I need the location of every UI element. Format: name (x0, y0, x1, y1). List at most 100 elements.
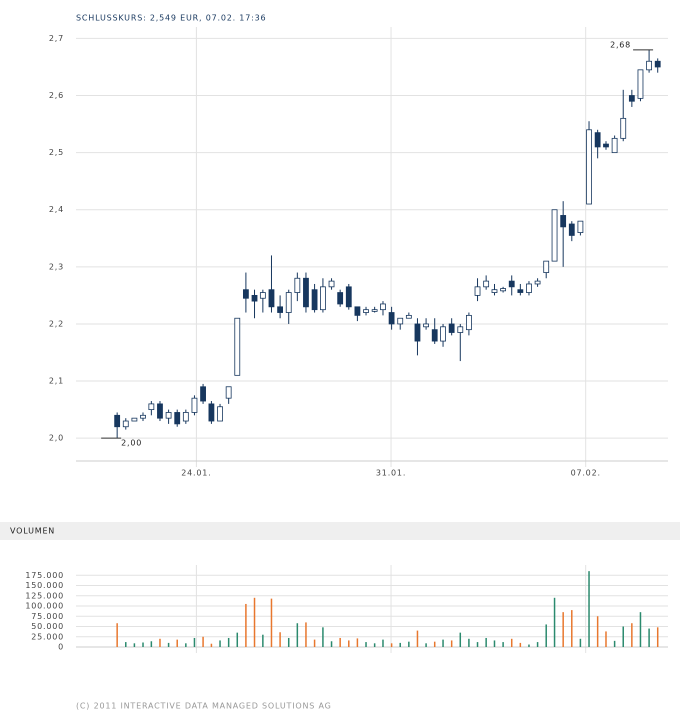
volume-bar (622, 626, 624, 647)
candle-body (594, 132, 601, 148)
candle-body (431, 329, 438, 342)
volume-bar (425, 643, 427, 647)
candle-body (157, 403, 163, 419)
candle-body (165, 412, 172, 419)
volume-bar (287, 637, 290, 647)
volume-bar (399, 642, 401, 647)
volume-bar (553, 597, 556, 647)
volume-bar (305, 622, 307, 647)
candle-body (491, 289, 498, 293)
volume-bar (648, 628, 650, 647)
volume-bar (571, 610, 573, 647)
y-tick-label: 0 (58, 643, 64, 652)
volume-bar (519, 642, 522, 647)
candle-body (259, 292, 266, 299)
volume-bar (588, 571, 590, 647)
candle-body (508, 280, 515, 288)
candle-body (242, 289, 249, 299)
candle-body (603, 143, 609, 148)
volume-title: VOLUMEN (10, 527, 55, 536)
volume-bar (125, 642, 127, 647)
candle-body (354, 306, 361, 316)
candle-body (526, 283, 532, 293)
volume-bar (185, 643, 187, 647)
candle-body (268, 289, 275, 308)
volume-bar (459, 632, 462, 647)
candle-body (345, 286, 352, 308)
volume-bar (227, 637, 230, 647)
volume-bar (639, 612, 642, 647)
candle-body (560, 215, 567, 228)
candle-body (646, 60, 652, 71)
volume-bar (330, 641, 333, 647)
volume-bar (416, 630, 419, 647)
candle-body (405, 314, 412, 319)
candle-body (654, 60, 661, 68)
candle-body (586, 129, 592, 205)
volume-bar (450, 640, 453, 647)
y-tick-label: 2,0 (49, 434, 64, 443)
y-tick-label: 2,1 (49, 377, 64, 386)
candle-body (448, 323, 455, 333)
candle-body (303, 277, 309, 308)
y-tick-label: 2,7 (49, 34, 64, 43)
volume-bar (510, 638, 513, 647)
candle-body (191, 397, 198, 413)
candle-body (577, 220, 584, 233)
candle-body (217, 406, 223, 422)
volume-bar (176, 639, 178, 647)
volume-bar (270, 598, 273, 647)
volume-bar (468, 638, 470, 647)
volume-bar (433, 641, 436, 647)
volume-header (0, 522, 680, 540)
candle-body (543, 260, 550, 273)
candle-body (466, 314, 472, 331)
candle-body (337, 292, 344, 305)
volume-bar (631, 623, 633, 647)
candle-body (440, 326, 446, 342)
volume-bar (545, 624, 547, 647)
volume-bar (279, 632, 281, 647)
candle-body (285, 292, 292, 313)
volume-bar (150, 641, 153, 647)
candle-body (225, 386, 232, 399)
candle-body (122, 420, 129, 428)
candle-body (363, 309, 369, 313)
volume-bar (596, 616, 599, 647)
volume-bar (476, 642, 479, 647)
volume-bar (365, 642, 367, 647)
candle-body (423, 323, 429, 328)
volume-bar (348, 640, 350, 647)
candle-body (277, 306, 283, 313)
candle-body (517, 289, 524, 293)
y-tick-label: 75.000 (31, 612, 64, 621)
candle-body (611, 137, 618, 154)
candle-body (174, 412, 181, 425)
candle-body (182, 412, 189, 422)
volume-bar (562, 612, 564, 647)
volume-bar (528, 644, 530, 647)
candle-body (131, 417, 138, 422)
volume-bar (210, 643, 213, 647)
volume-bar (536, 642, 539, 647)
candle-body (328, 280, 335, 288)
candle-body (637, 69, 644, 99)
x-tick-label: 31.01. (376, 469, 406, 478)
volume-bar (253, 597, 256, 647)
candle-body (397, 317, 404, 325)
candle-body (148, 403, 155, 411)
candle-body (208, 403, 215, 422)
volume-bar (579, 638, 582, 647)
candle-body (388, 312, 395, 325)
volume-bar (313, 639, 316, 647)
volume-bar (193, 637, 196, 647)
y-tick-label: 125.000 (25, 591, 64, 600)
volume-bar (605, 631, 607, 647)
volume-bar (142, 642, 144, 647)
candle-body (234, 317, 241, 376)
candle-body (251, 294, 258, 302)
y-tick-label: 175.000 (25, 571, 64, 580)
candle-body (140, 414, 146, 419)
